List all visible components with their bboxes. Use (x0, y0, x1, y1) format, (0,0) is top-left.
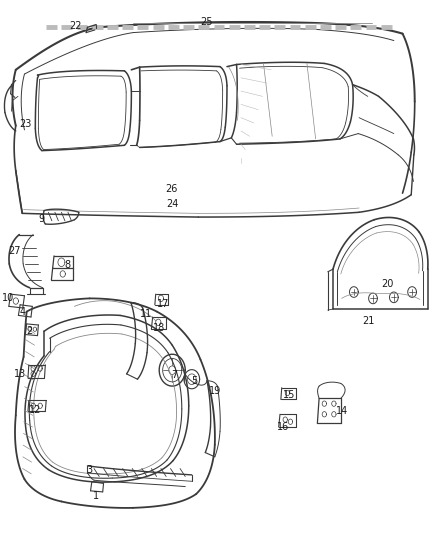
Text: 10: 10 (2, 293, 14, 303)
Text: 8: 8 (64, 261, 70, 270)
Text: 24: 24 (166, 199, 178, 209)
Text: 16: 16 (277, 422, 289, 432)
Text: 3: 3 (87, 465, 93, 474)
Text: 25: 25 (200, 17, 212, 27)
Text: 2: 2 (27, 326, 33, 336)
Text: 9: 9 (39, 214, 45, 224)
Text: 4: 4 (19, 306, 25, 317)
Text: 22: 22 (70, 21, 82, 31)
Text: 12: 12 (29, 405, 42, 415)
Text: 14: 14 (336, 406, 348, 416)
Text: 15: 15 (283, 390, 295, 400)
Text: 5: 5 (191, 376, 197, 386)
Text: 1: 1 (93, 491, 99, 501)
Text: 21: 21 (363, 316, 375, 326)
Text: 7: 7 (171, 370, 177, 381)
Text: 19: 19 (208, 386, 221, 397)
Text: 18: 18 (153, 322, 165, 333)
Text: 26: 26 (165, 184, 177, 195)
Text: 20: 20 (381, 279, 393, 288)
Text: 13: 13 (14, 369, 26, 379)
Text: 17: 17 (157, 298, 170, 309)
Text: 23: 23 (19, 119, 32, 129)
Text: 11: 11 (140, 309, 152, 319)
Text: 27: 27 (9, 246, 21, 255)
